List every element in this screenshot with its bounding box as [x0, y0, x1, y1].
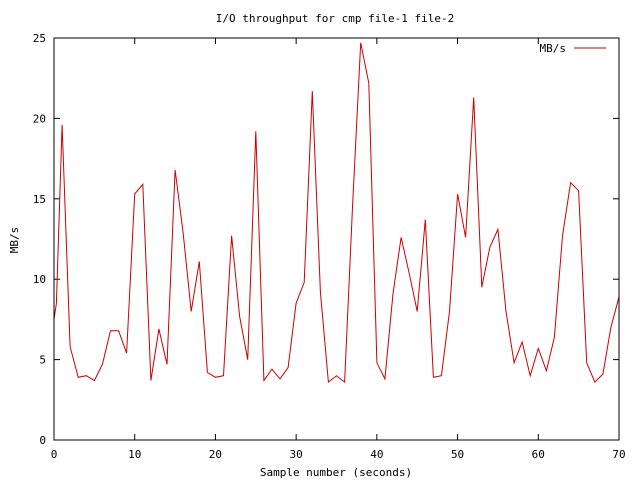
y-tick-label: 10: [33, 273, 46, 286]
legend-label: MB/s: [540, 42, 567, 55]
y-axis-label: MB/s: [8, 227, 21, 254]
y-tick-label: 20: [33, 112, 46, 125]
plot-frame: [53, 37, 620, 441]
x-tick-label: 40: [370, 448, 383, 461]
x-tick-label: 70: [612, 448, 625, 461]
y-axis-label-group: MB/s: [8, 227, 21, 254]
y-tick-label: 15: [33, 193, 46, 206]
chart-title: I/O throughput for cmp file-1 file-2: [216, 12, 454, 25]
x-axis-label: Sample number (seconds): [260, 466, 412, 479]
x-tick-group: 0 10 20 30 40 50 60 70: [51, 38, 626, 461]
y-tick-label: 5: [39, 354, 46, 367]
legend: MB/s: [540, 42, 606, 55]
x-tick-label: 30: [290, 448, 303, 461]
x-tick-label: 50: [451, 448, 464, 461]
x-tick-label: 60: [532, 448, 545, 461]
x-tick-label: 10: [128, 448, 141, 461]
y-tick-label: 0: [39, 434, 46, 447]
x-tick-label: 0: [51, 448, 58, 461]
y-tick-label: 25: [33, 32, 46, 45]
x-tick-label: 20: [209, 448, 222, 461]
series-line-mbs: [53, 42, 620, 384]
